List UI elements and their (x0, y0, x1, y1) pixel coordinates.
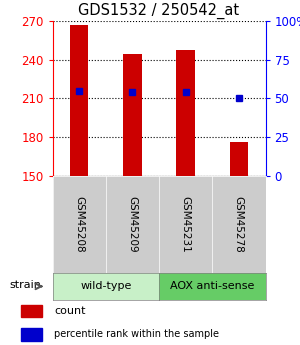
Text: GSM45209: GSM45209 (128, 196, 137, 253)
Bar (176, 50, 195, 176)
Text: GSM45278: GSM45278 (234, 196, 244, 253)
Bar (123, 55, 142, 176)
Text: GSM45231: GSM45231 (181, 196, 190, 253)
Text: AOX anti-sense: AOX anti-sense (170, 282, 254, 291)
Text: GSM45208: GSM45208 (74, 196, 84, 253)
Text: percentile rank within the sample: percentile rank within the sample (54, 329, 219, 339)
Bar (70, 24, 88, 176)
Bar (230, 142, 248, 176)
Bar (21, 328, 42, 341)
Title: GDS1532 / 250542_at: GDS1532 / 250542_at (78, 3, 240, 19)
Bar (21, 305, 42, 317)
Text: count: count (54, 306, 86, 316)
Text: wild-type: wild-type (80, 282, 131, 291)
Text: strain: strain (10, 280, 41, 290)
